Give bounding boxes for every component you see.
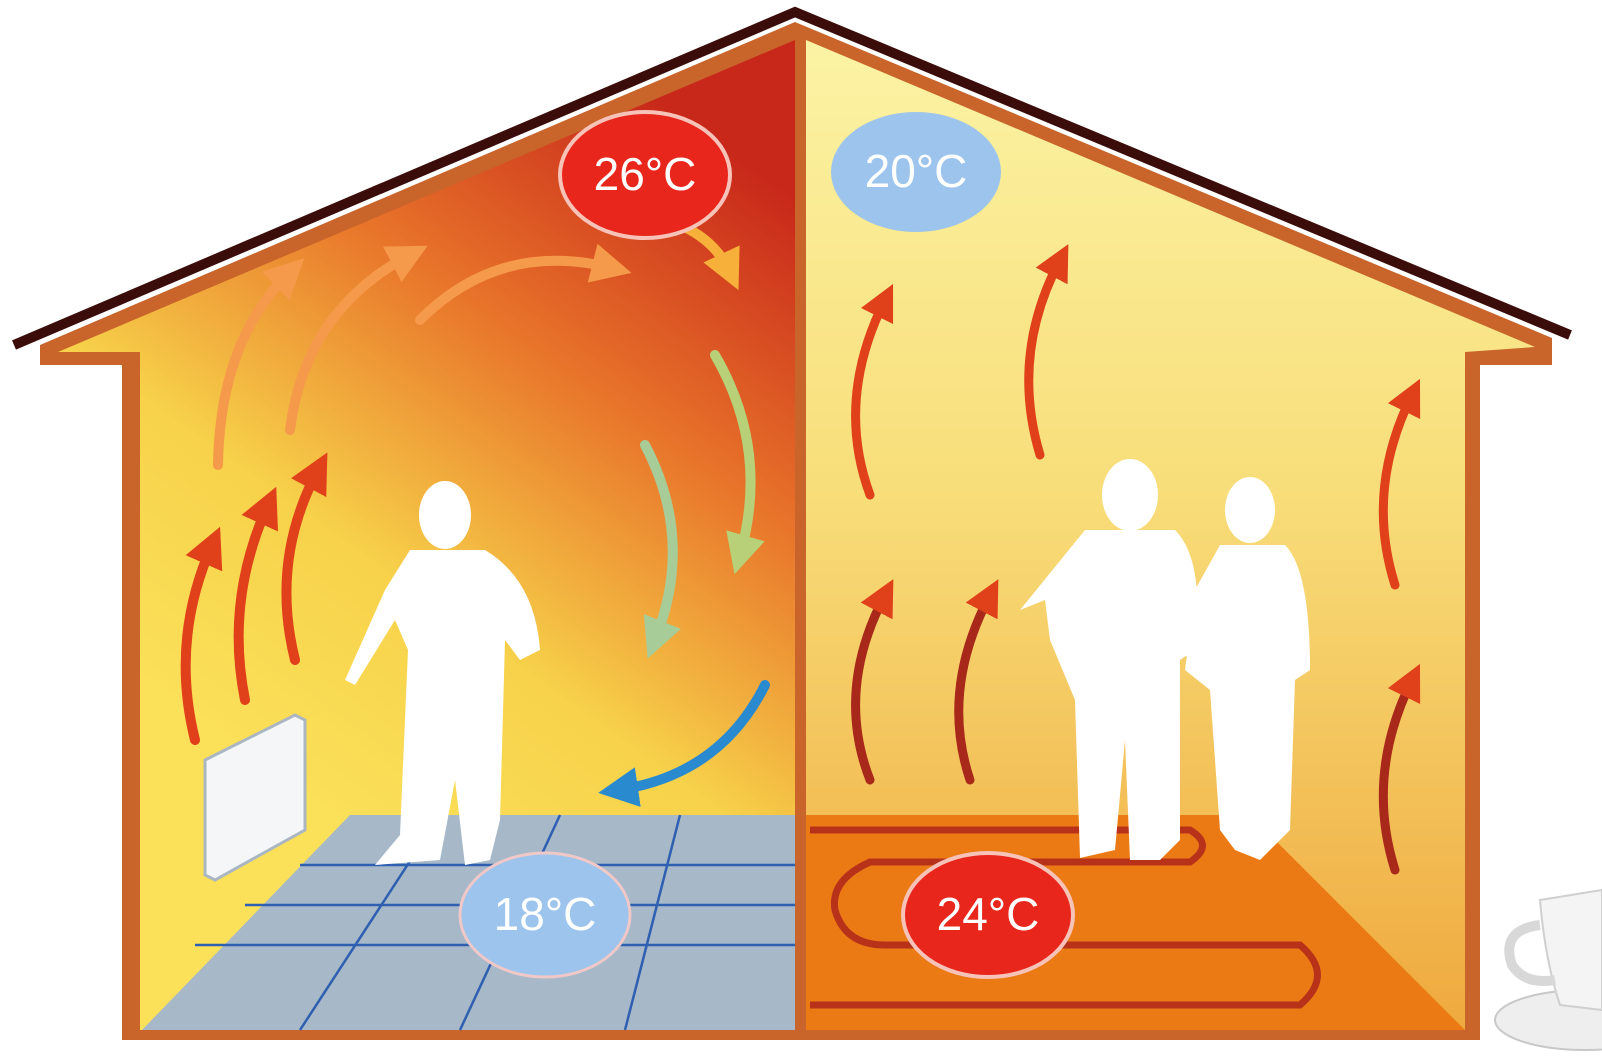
temp-bubble: 24°C — [901, 851, 1075, 979]
person-body — [345, 550, 540, 865]
heat-arrow — [213, 258, 305, 470]
cup-handle — [1504, 920, 1556, 986]
radiator — [203, 713, 307, 882]
cool-arrow — [598, 680, 770, 807]
person-silhouettes — [345, 459, 1310, 865]
heat-arrow — [954, 579, 999, 785]
coffee-cup — [1494, 888, 1602, 1051]
tile-line — [623, 814, 682, 1031]
left-heat-arrows — [180, 220, 770, 807]
right-heat-arrows — [851, 244, 1421, 875]
heat-arrow — [285, 245, 428, 435]
person-head — [1225, 477, 1275, 543]
temp-circle — [831, 112, 1001, 232]
cool-arrow — [710, 350, 765, 575]
temp-label: 26°C — [594, 148, 697, 200]
temp-circle — [901, 851, 1075, 979]
heat-arrow — [1378, 378, 1421, 590]
cool-arrow — [640, 440, 681, 659]
temp-bubble: 26°C — [558, 110, 732, 240]
temp-label: 24°C — [937, 888, 1040, 940]
person-body — [1185, 545, 1310, 860]
person-head — [419, 481, 471, 549]
person-head — [1102, 459, 1158, 531]
temp-bubble: 20°C — [831, 112, 1001, 232]
heat-arrow — [180, 526, 223, 745]
floor-heating-pipe — [810, 826, 1321, 1009]
cup — [1538, 888, 1602, 1012]
roof — [12, 6, 1572, 350]
heat-arrow — [1378, 663, 1421, 875]
heat-arrow — [1024, 244, 1069, 460]
temp-label: 20°C — [865, 145, 968, 197]
temp-bubble: 18°C — [458, 851, 632, 979]
person-body — [1020, 530, 1198, 860]
temp-label: 18°C — [494, 888, 597, 940]
temp-circle — [558, 110, 732, 240]
heat-arrow — [281, 452, 328, 665]
heat-arrow — [233, 486, 278, 705]
center-wall — [795, 30, 806, 1035]
heat-arrow — [851, 283, 894, 500]
temp-circle — [458, 851, 632, 979]
heat-arrow — [415, 243, 632, 325]
heat-arrow — [851, 579, 894, 785]
